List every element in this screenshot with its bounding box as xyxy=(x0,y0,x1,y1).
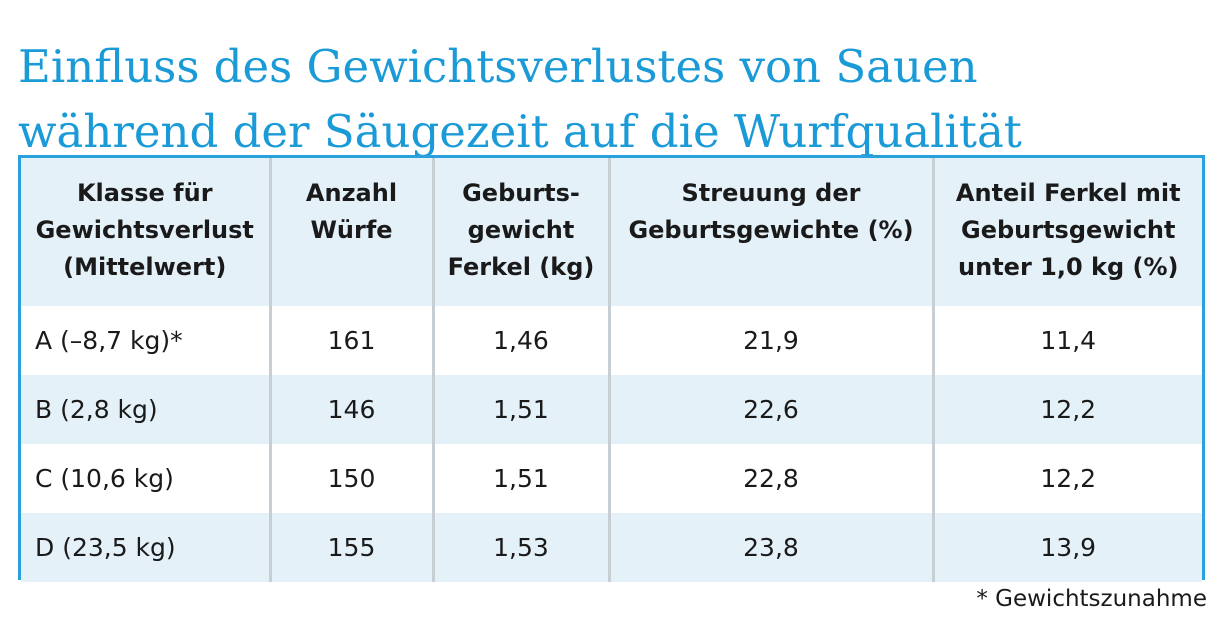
header-line: Gewichtsverlust xyxy=(35,216,254,244)
header-line: Würfe xyxy=(310,216,393,244)
header-line: Anteil Ferkel mit xyxy=(955,179,1181,207)
header-line: gewicht xyxy=(467,216,575,244)
cell-litter-count: 150 xyxy=(268,444,433,513)
cell-weight-class: C (10,6 kg) xyxy=(35,464,174,493)
header-weight-spread: Streuung der Geburtsgewichte (%) xyxy=(607,158,933,306)
table-row: B (2,8 kg) 146 1,51 22,6 12,2 xyxy=(21,375,1202,444)
header-line: Geburtsgewichte (%) xyxy=(628,216,914,244)
header-litter-count: Anzahl Würfe xyxy=(268,158,433,306)
header-birth-weight: Geburts- gewicht Ferkel (kg) xyxy=(431,158,609,306)
cell-litter-count: 155 xyxy=(268,513,433,582)
header-line: Klasse für xyxy=(76,179,213,207)
cell-weight-spread: 22,6 xyxy=(607,375,933,444)
cell-weight-class: B (2,8 kg) xyxy=(21,375,270,444)
cell-weight-spread: 23,8 xyxy=(607,513,933,582)
cell-weight-spread: 22,8 xyxy=(607,444,933,513)
data-table: Klasse für Gewichtsverlust (Mittelwert) … xyxy=(21,158,1202,582)
cell-share-underweight: 12,2 xyxy=(931,375,1202,444)
cell-weight-class: D (23,5 kg) xyxy=(21,513,270,582)
cell-litter-count: 146 xyxy=(268,375,433,444)
header-line: Ferkel (kg) xyxy=(447,253,595,281)
header-line: (Mittelwert) xyxy=(63,253,227,281)
header-share-underweight: Anteil Ferkel mit Geburtsgewicht unter 1… xyxy=(931,158,1202,306)
footnote: * Gewichtszunahme xyxy=(976,586,1207,612)
data-table-container: Klasse für Gewichtsverlust (Mittelwert) … xyxy=(18,155,1205,582)
table-header-row: Klasse für Gewichtsverlust (Mittelwert) … xyxy=(21,158,1202,306)
cell-share-underweight: 11,4 xyxy=(931,306,1202,375)
header-line: Geburts- xyxy=(462,179,580,207)
cell-weight-class: A (–8,7 kg)* xyxy=(35,326,183,355)
title-line-1: Einfluss des Gewichtsverlustes von Sauen xyxy=(18,40,978,94)
header-line: Geburtsgewicht xyxy=(961,216,1176,244)
header-weight-class: Klasse für Gewichtsverlust (Mittelwert) xyxy=(21,158,270,306)
page-title: Einfluss des Gewichtsverlustes von Sauen… xyxy=(18,34,1218,164)
title-line-2: während der Säugezeit auf die Wurfqualit… xyxy=(18,105,1022,159)
table-row: C (10,6 kg) 150 1,51 22,8 12,2 xyxy=(21,444,1202,513)
table-row: D (23,5 kg) 155 1,53 23,8 13,9 xyxy=(21,513,1202,582)
header-line: unter 1,0 kg (%) xyxy=(958,253,1179,281)
cell-litter-count: 161 xyxy=(268,306,433,375)
cell-birth-weight: 1,51 xyxy=(431,375,609,444)
cell-birth-weight: 1,46 xyxy=(431,306,609,375)
header-line: Streuung der xyxy=(681,179,861,207)
cell-share-underweight: 12,2 xyxy=(931,444,1202,513)
table-row: A (–8,7 kg)* 161 1,46 21,9 11,4 xyxy=(21,306,1202,375)
cell-share-underweight: 13,9 xyxy=(931,513,1202,582)
cell-weight-spread: 21,9 xyxy=(607,306,933,375)
header-line: Anzahl xyxy=(305,179,398,207)
cell-birth-weight: 1,53 xyxy=(431,513,609,582)
cell-birth-weight: 1,51 xyxy=(431,444,609,513)
